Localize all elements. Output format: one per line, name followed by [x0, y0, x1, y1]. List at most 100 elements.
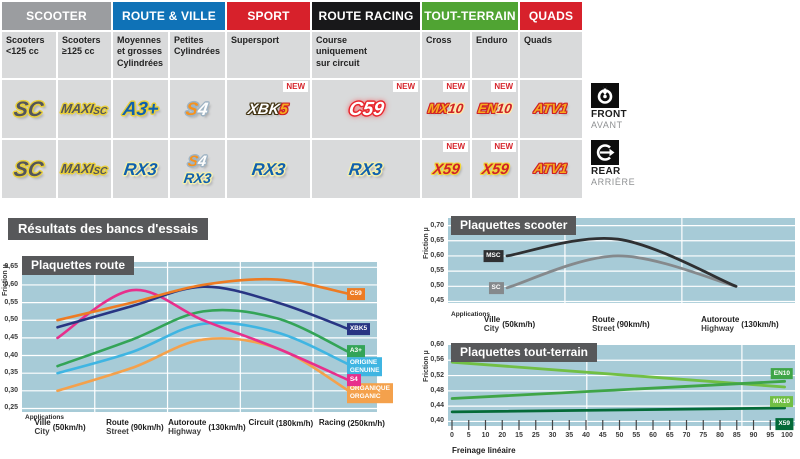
x-tick-45: 45	[598, 432, 607, 439]
x-tick-35: 35	[565, 432, 574, 439]
pad-cell-front-5: C59 NEW	[312, 80, 420, 138]
rear-key: REAR ARRIÈRE	[591, 140, 635, 187]
x-category-ville: Ville City (50km/h)	[34, 418, 86, 436]
pad-cell-front-4: XBK5 NEW	[227, 80, 310, 138]
y-tick-0,55: 0,55	[430, 267, 444, 275]
logo-rx3: RX3	[122, 159, 159, 179]
front-brake-disc-icon	[591, 83, 619, 108]
category-header-route-ville: ROUTE & VILLE	[113, 2, 225, 30]
y-tick-0,35: 0,35	[4, 369, 18, 377]
y-tick-0,48: 0,48	[430, 386, 444, 394]
category-header-scooter: SCOOTER	[2, 2, 111, 30]
y-tick-0,60: 0,60	[4, 280, 18, 288]
logo-rx3: RX3	[182, 169, 213, 186]
subcategory-enduro-7: Enduro	[472, 32, 518, 78]
series-line-en10	[450, 379, 786, 400]
chart-terrain: 0 5 10 20 15 25 30 35 40 45 50 55 60 65 70 75 80 85 90 95 10…	[415, 340, 800, 459]
series-line-a3	[56, 308, 350, 368]
new-badge: NEW	[443, 141, 468, 152]
logo-maxi-sc: MAXISC	[60, 100, 109, 117]
logo-atv1: ATV1	[533, 161, 569, 177]
subcategory-scooters-1: Scooters ≥125 cc	[58, 32, 111, 78]
rear-label-fr: ARRIÈRE	[591, 177, 636, 187]
front-label-en: FRONT	[591, 109, 627, 120]
x-tick-65: 65	[665, 432, 674, 439]
y-tick-0,55: 0,55	[4, 298, 18, 306]
x-tick-5: 5	[466, 432, 471, 439]
x-tick-0: 0	[450, 432, 454, 439]
new-badge: NEW	[491, 141, 516, 152]
subcategory-course-5: Course uniquement sur circuit	[312, 32, 420, 78]
x-category-racing: Racing (250km/h)	[318, 418, 385, 428]
plot-area-route	[22, 262, 377, 412]
logo-sc: SC	[12, 157, 46, 181]
section-title: Résultats des bancs d'essais	[8, 218, 209, 240]
series-badge-sc: SC	[488, 281, 504, 294]
logo-c59: C59	[347, 98, 385, 120]
pad-cell-front-2: A3+	[113, 80, 168, 138]
y-tick-0,25: 0,25	[4, 404, 18, 412]
x-category-route: Route Street (90km/h)	[106, 418, 164, 436]
front-label-fr: AVANT	[591, 120, 623, 130]
chart-title-terrain: Plaquettes tout-terrain	[451, 343, 598, 362]
series-badge-en10: EN10	[770, 367, 793, 380]
series-badge-organique-organic: ORGANIQUE ORGANIC	[346, 383, 393, 404]
x-tick-20: 20	[498, 432, 507, 439]
y-axis-label: Friction µ	[423, 227, 430, 259]
series-line-organique-organic	[56, 337, 350, 393]
chart-scooter: 0,70 0,65 0,60 0,55 0,50 0,45 Friction µ Plaque…	[415, 213, 800, 343]
subcategory-scooters-0: Scooters <125 cc	[2, 32, 56, 78]
new-badge: NEW	[491, 81, 516, 92]
rear-brake-disc-icon	[591, 140, 619, 165]
logo-xbk5: XBK5	[247, 100, 290, 118]
series-line-xbk5	[56, 285, 350, 331]
y-tick-0,40: 0,40	[430, 417, 444, 425]
x-tick-15: 15	[515, 432, 523, 439]
x-tick-70: 70	[682, 432, 691, 439]
series-badge-a3: A3+	[346, 345, 365, 358]
logo-s4: S4	[187, 152, 208, 170]
subcategory-petites-3: Petites Cylindrées	[170, 32, 225, 78]
series-line-s4	[56, 288, 350, 382]
pad-cell-rear-4: RX3	[227, 140, 310, 198]
y-axis-label: Friction µ	[423, 350, 430, 382]
logo-rx3: RX3	[250, 159, 287, 179]
x-tick-30: 30	[548, 432, 557, 439]
logo-x59: X59	[480, 160, 510, 178]
x-tick-55: 55	[632, 432, 641, 439]
applications-note: Applications	[451, 311, 491, 318]
series-line-x59	[450, 406, 786, 414]
new-badge: NEW	[393, 81, 418, 92]
chart-title-scooter: Plaquettes scooter	[451, 216, 577, 235]
x-tick-40: 40	[582, 432, 590, 439]
x-tick-60: 60	[649, 432, 657, 439]
pad-cell-rear-7: X59 NEW	[472, 140, 518, 198]
pad-cell-rear-5: RX3	[312, 140, 420, 198]
y-tick-0,52: 0,52	[430, 371, 444, 379]
category-header-quads: QUADS	[520, 2, 582, 30]
pad-cell-front-6: MX10 NEW	[422, 80, 470, 138]
series-badge-mx10: MX10	[770, 395, 793, 408]
pad-cell-rear-2: RX3	[113, 140, 168, 198]
x-tick-75: 75	[699, 432, 708, 439]
y-tick-0,45: 0,45	[4, 333, 18, 341]
y-tick-0,70: 0,70	[430, 221, 444, 229]
front-key: FRONT AVANT	[591, 83, 635, 130]
series-badge-s4: S4	[346, 374, 361, 387]
subcategory-moyennes-2: Moyennes et grosses Cylindrées	[113, 32, 168, 78]
series-badge-xbk5: XBK5	[346, 323, 371, 335]
new-badge: NEW	[443, 81, 468, 92]
logo-en10: EN10	[477, 101, 513, 117]
pad-cell-front-0: SC	[2, 80, 56, 138]
series-line-c59	[56, 277, 350, 322]
pad-cell-rear-0: SC	[2, 140, 56, 198]
y-tick-0,60: 0,60	[430, 251, 444, 259]
logo-mx10: MX10	[427, 101, 465, 117]
series-badge-origine-genuine: ORIGINE GENUINE	[346, 357, 383, 377]
series-badge-x59: X59	[775, 418, 793, 431]
position-key: FRONT AVANT REAR ARRIÈRE	[591, 83, 635, 187]
x-category-ville: Ville City (50km/h)	[483, 315, 536, 333]
x-tick-90: 90	[749, 432, 758, 439]
logo-maxi-sc: MAXISC	[60, 160, 109, 177]
rear-label-en: REAR	[591, 166, 621, 177]
